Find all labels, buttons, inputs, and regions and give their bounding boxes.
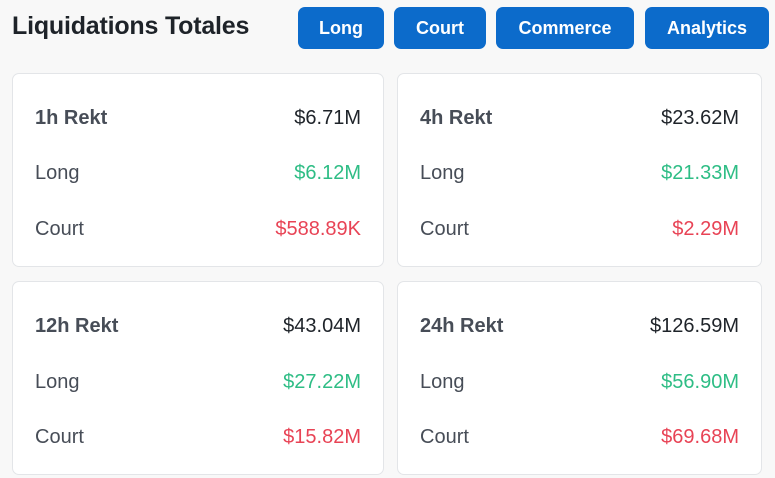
court-value: $69.68M	[661, 426, 739, 448]
court-label: Court	[35, 426, 84, 448]
court-row: Court $69.68M	[420, 426, 739, 449]
court-row: Court $588.89K	[35, 218, 361, 241]
total-row: 24h Rekt $126.59M	[420, 315, 739, 338]
court-value: $2.29M	[672, 218, 739, 240]
long-label: Long	[35, 162, 80, 184]
long-value: $6.12M	[294, 162, 361, 184]
total-value: $126.59M	[650, 315, 739, 337]
long-label: Long	[35, 371, 80, 393]
card-12h: 12h Rekt $43.04M Long $27.22M Court $15.…	[12, 281, 384, 475]
court-value: $15.82M	[283, 426, 361, 448]
court-label: Court	[35, 218, 84, 240]
total-row: 1h Rekt $6.71M	[35, 107, 361, 130]
long-value: $56.90M	[661, 371, 739, 393]
total-value: $43.04M	[283, 315, 361, 337]
long-row: Long $27.22M	[35, 371, 361, 394]
court-value: $588.89K	[275, 218, 361, 240]
period-label: 12h Rekt	[35, 315, 119, 337]
page-title: Liquidations Totales	[12, 12, 250, 40]
long-row: Long $6.12M	[35, 162, 361, 185]
card-24h: 24h Rekt $126.59M Long $56.90M Court $69…	[397, 281, 762, 475]
court-label: Court	[420, 426, 469, 448]
long-label: Long	[420, 371, 465, 393]
court-row: Court $15.82M	[35, 426, 361, 449]
period-label: 4h Rekt	[420, 107, 493, 129]
long-value: $21.33M	[661, 162, 739, 184]
analytics-button[interactable]: Analytics	[645, 7, 769, 49]
total-value: $6.71M	[294, 107, 361, 129]
court-button[interactable]: Court	[394, 7, 486, 49]
total-row: 4h Rekt $23.62M	[420, 107, 739, 130]
period-label: 1h Rekt	[35, 107, 108, 129]
long-row: Long $56.90M	[420, 371, 739, 394]
court-label: Court	[420, 218, 469, 240]
total-value: $23.62M	[661, 107, 739, 129]
total-row: 12h Rekt $43.04M	[35, 315, 361, 338]
long-row: Long $21.33M	[420, 162, 739, 185]
court-row: Court $2.29M	[420, 218, 739, 241]
long-value: $27.22M	[283, 371, 361, 393]
card-1h: 1h Rekt $6.71M Long $6.12M Court $588.89…	[12, 73, 384, 267]
long-label: Long	[420, 162, 465, 184]
long-button[interactable]: Long	[298, 7, 384, 49]
card-4h: 4h Rekt $23.62M Long $21.33M Court $2.29…	[397, 73, 762, 267]
period-label: 24h Rekt	[420, 315, 504, 337]
commerce-button[interactable]: Commerce	[496, 7, 634, 49]
